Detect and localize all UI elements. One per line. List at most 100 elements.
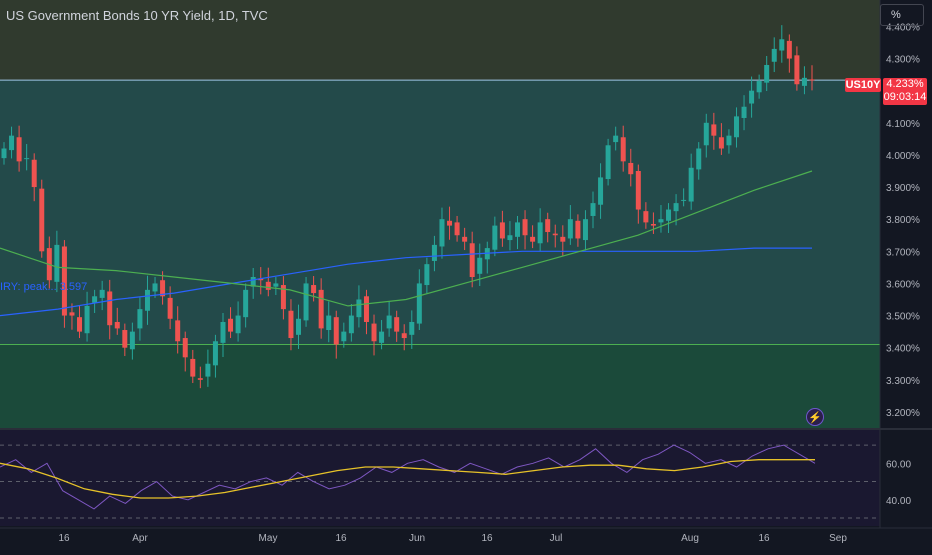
candle-body [658,219,663,222]
annotation-text: IRY: peak... 3.597 [0,281,87,293]
candle-body [674,203,679,211]
candle-body [470,243,475,277]
y-tick-label: 3.400% [886,344,920,355]
candle-body [153,283,158,291]
candle-body [794,55,799,84]
rsi-tick-label: 60.00 [886,459,911,470]
candle-body [568,219,573,238]
rsi-tick-label: 40.00 [886,496,911,507]
candle-body [583,219,588,240]
candle-body [145,290,150,311]
candle-body [689,168,694,202]
candle-body [349,316,354,334]
candle-body [205,364,210,377]
unit-toggle[interactable]: % [880,4,924,26]
candle-body [696,149,701,170]
symbol-tag: US10Y [845,78,881,92]
candle-body [575,221,580,239]
candle-body [530,237,535,242]
y-tick-label: 3.900% [886,183,920,194]
candle-body [545,219,550,232]
candle-body [606,145,611,179]
candle-body [243,290,248,317]
y-tick-label: 3.800% [886,215,920,226]
candle-body [764,65,769,83]
candle-body [711,124,716,135]
y-tick-label: 3.600% [886,279,920,290]
candle-body [100,290,105,298]
x-tick-label: Jul [550,533,563,544]
candle-body [802,78,807,86]
candle-body [417,283,422,323]
candle-body [643,211,648,222]
candle-body [810,79,815,80]
candle-body [54,245,59,282]
y-tick-label: 4.300% [886,55,920,66]
x-tick-label: Jun [409,533,425,544]
y-tick-label: 3.300% [886,376,920,387]
candle-body [130,332,135,350]
candle-body [356,299,361,317]
candle-body [621,137,626,161]
candle-body [24,158,29,159]
candle-body [326,316,331,330]
candle-body [455,222,460,235]
candle-body [168,298,173,319]
candle-body [560,237,565,242]
candle-body [69,312,74,315]
candle-body [341,332,346,342]
x-tick-label: May [259,533,278,544]
candle-body [387,316,392,329]
candle-body [742,107,747,118]
candle-body [409,322,414,335]
candle-body [32,160,37,187]
candle-body [447,221,452,226]
candle-body [666,210,671,221]
candle-body [183,338,188,357]
candle-body [538,222,543,243]
y-tick-label: 4.000% [886,151,920,162]
bg-middle-zone [0,80,880,344]
candle-body [757,81,762,92]
candle-body [704,123,709,145]
x-tick-label: Apr [132,533,148,544]
lightning-bolt-icon[interactable]: ⚡ [806,408,824,426]
candle-body [636,171,641,210]
candle-body [439,219,444,246]
candle-body [273,283,278,286]
last-price-value: 4.233% [883,78,927,91]
candle-body [17,137,22,161]
candle-body [779,39,784,50]
candle-body [122,330,127,348]
candle-body [220,322,225,343]
x-tick-label: 16 [758,533,770,544]
y-tick-label: 3.500% [886,312,920,323]
x-tick-label: 16 [481,533,493,544]
candle-body [198,378,203,380]
candle-body [553,234,558,236]
candle-body [190,359,195,377]
chart-title: US Government Bonds 10 YR Yield, 1D, TVC [6,8,268,23]
candle-body [266,282,271,290]
candle-body [311,285,316,293]
x-tick-label: 16 [58,533,70,544]
candle-body [394,317,399,331]
candle-body [92,296,97,302]
candle-body [107,291,112,325]
candle-body [613,136,618,142]
candle-body [515,222,520,236]
candle-body [492,226,497,250]
candle-body [719,137,724,148]
candle-body [228,319,233,332]
candle-body [334,317,339,344]
y-tick-label: 3.200% [886,408,920,419]
candle-body [85,306,90,333]
candle-body [462,237,467,242]
candle-body [175,320,180,341]
candle-body [288,311,293,338]
bar-countdown: 09:03:14 [883,91,927,104]
x-tick-label: 16 [335,533,347,544]
y-tick-label: 4.100% [886,119,920,130]
